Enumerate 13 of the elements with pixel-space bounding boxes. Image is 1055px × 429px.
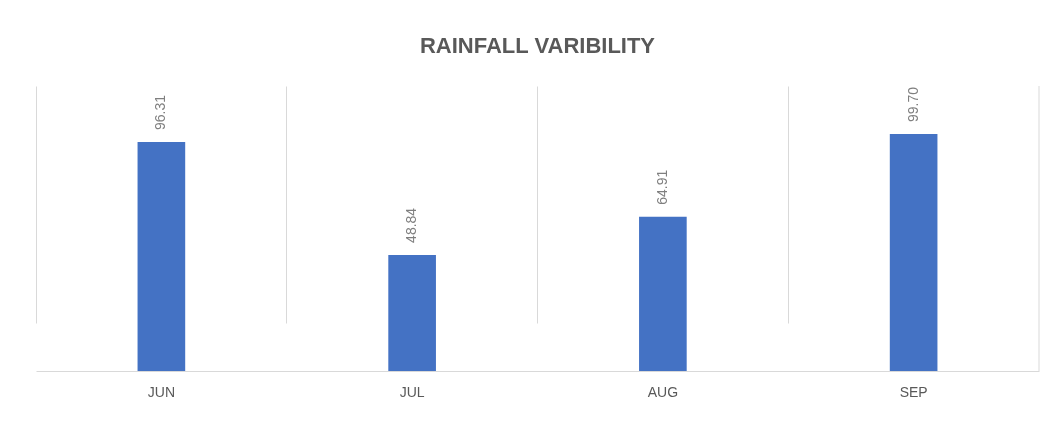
bar <box>889 134 938 371</box>
data-label: 99.70 <box>904 86 921 122</box>
data-label: 96.31 <box>152 94 169 131</box>
bar <box>137 142 186 371</box>
bar <box>639 216 687 371</box>
x-tick-label: JUL <box>399 383 425 400</box>
x-tick-label: SEP <box>899 383 928 400</box>
x-tick-label: AUG <box>647 383 679 400</box>
chart-title: RAINFALL VARIBILITY <box>419 32 656 58</box>
bar <box>388 254 436 371</box>
data-label: 64.91 <box>653 169 670 205</box>
x-tick-label: JUN <box>147 383 175 400</box>
data-label: 48.84 <box>403 207 420 243</box>
